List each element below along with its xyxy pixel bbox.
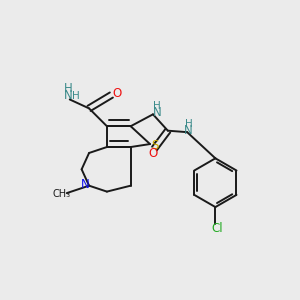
Text: Cl: Cl [211,222,223,235]
Text: N: N [184,124,193,137]
Text: H: H [64,82,73,95]
Text: H: H [72,91,80,101]
Text: N: N [64,89,73,102]
Text: CH₃: CH₃ [52,189,70,199]
Text: N: N [81,178,90,191]
Text: O: O [148,147,158,161]
Text: H: H [153,101,161,111]
Text: O: O [112,87,121,100]
Text: S: S [152,139,159,152]
Text: N: N [153,106,161,119]
Text: H: H [185,119,193,129]
